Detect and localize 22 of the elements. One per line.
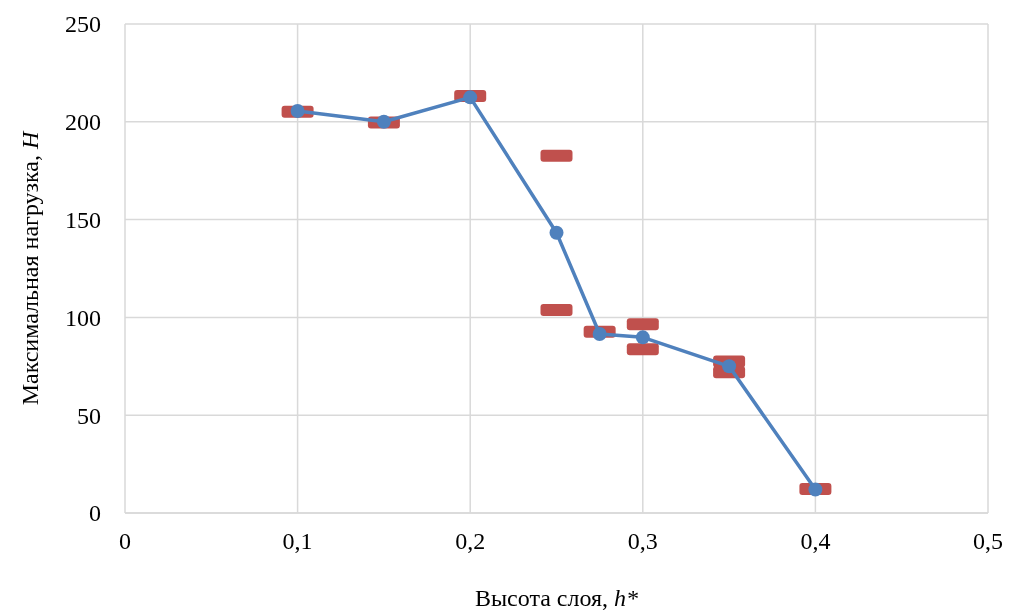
x-tick-label: 0,2 [455,528,486,554]
x-tick-label: 0 [119,528,131,554]
y-tick-label: 0 [89,500,101,527]
point [463,90,478,105]
x-tick-label: 0,1 [282,528,313,554]
y-tick-label: 200 [65,109,101,136]
y-axis-title: Максимальная нагрузка, Н [17,129,43,406]
x-tick-label: 0,3 [627,528,658,554]
y-tick-label: 250 [65,11,101,38]
point [290,104,305,119]
y-tick-label: 150 [65,207,101,233]
y-tick-label: 50 [77,402,101,429]
point [635,330,650,345]
point [549,225,564,240]
point [808,482,823,497]
y-tick-label: 100 [65,304,101,331]
x-tick-label: 0,5 [973,528,1003,554]
point [376,114,391,129]
point [592,327,607,342]
point [722,359,737,374]
x-tick-label: 0,4 [800,528,831,554]
x-axis-title: Высота слоя, h* [474,585,639,611]
